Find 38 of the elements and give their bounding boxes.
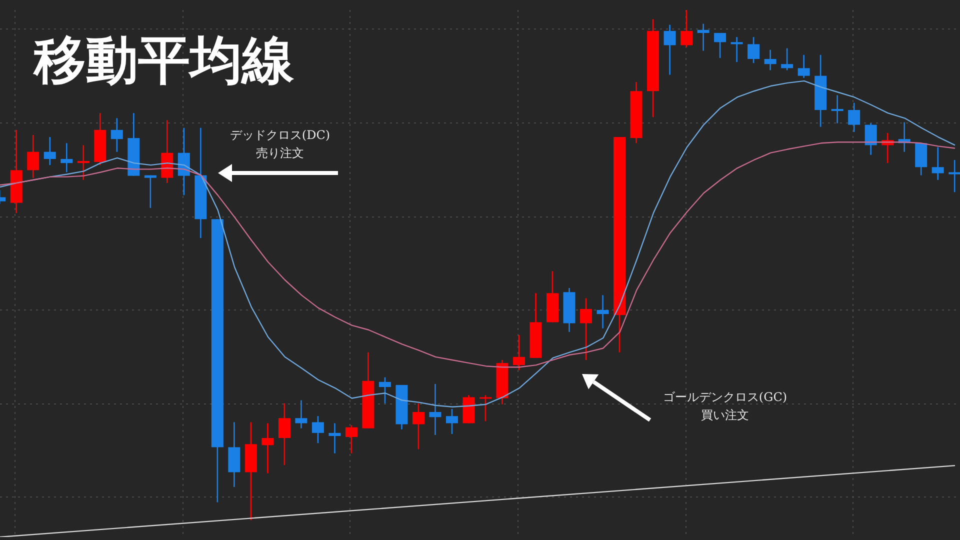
- candlestick: [764, 49, 776, 71]
- candlestick: [714, 32, 726, 59]
- candlestick: [580, 298, 592, 361]
- candlestick: [44, 136, 56, 166]
- candlestick: [864, 122, 877, 156]
- candlestick: [429, 383, 442, 436]
- candlestick: [948, 159, 960, 193]
- candlestick: [848, 102, 860, 133]
- candlestick: [512, 334, 525, 371]
- candlestick: [831, 94, 844, 124]
- candlestick: [479, 394, 492, 422]
- candlestick: [781, 48, 794, 71]
- candlestick: [932, 146, 944, 181]
- candlestick: [915, 142, 928, 176]
- candlestick: [328, 422, 341, 454]
- candlestick: [278, 402, 290, 466]
- candlestick: [664, 24, 676, 76]
- candlestick: [730, 36, 743, 63]
- candlestick: [697, 23, 710, 52]
- candlestick: [680, 10, 693, 48]
- candlestick: [110, 118, 123, 152]
- candlestick: [748, 36, 760, 64]
- annotation: ゴールデンクロス(GC) 買い注文: [662, 389, 788, 424]
- candlestick: [312, 415, 324, 444]
- annotation: デッドクロス(DC) 売り注文: [228, 127, 332, 162]
- candlestick: [378, 376, 391, 404]
- candlestick: [798, 54, 810, 78]
- candlestick: [27, 134, 40, 178]
- candlestick: [77, 144, 90, 181]
- candlestick: [262, 422, 274, 474]
- candlestick: [412, 402, 424, 450]
- chart-title: 移動平均線: [34, 30, 294, 93]
- candlestick: [596, 294, 609, 329]
- candlestick: [446, 408, 458, 435]
- candlestick: [144, 174, 156, 209]
- candlestick: [295, 400, 308, 429]
- candlestick: [60, 142, 73, 173]
- candlestick: [345, 424, 358, 454]
